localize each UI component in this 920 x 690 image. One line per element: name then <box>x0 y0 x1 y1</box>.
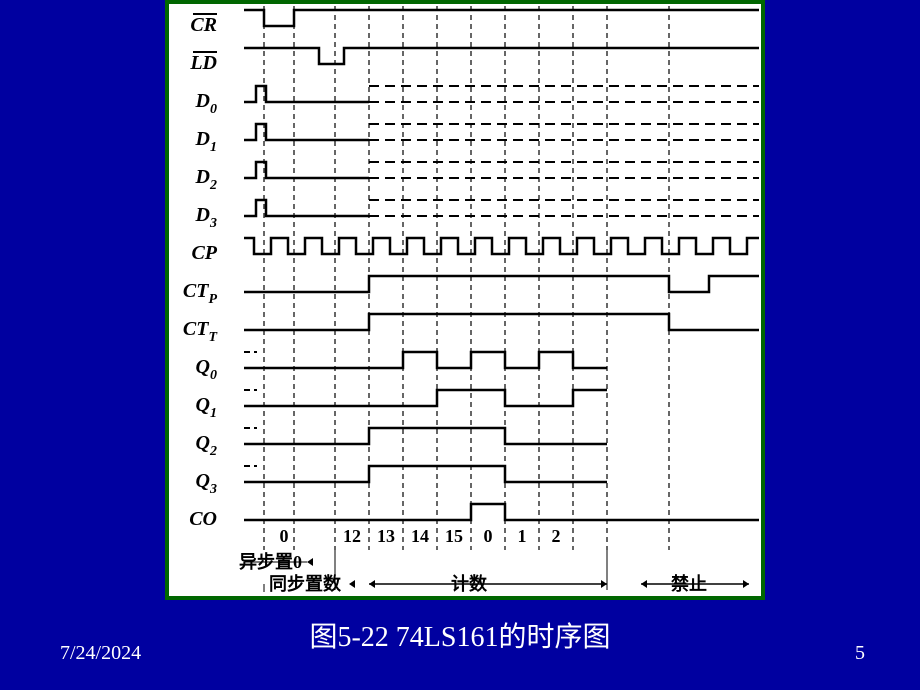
svg-text:D2: D2 <box>195 166 217 193</box>
svg-text:1: 1 <box>518 526 527 546</box>
svg-text:Q2: Q2 <box>196 432 217 459</box>
svg-text:0: 0 <box>280 526 289 546</box>
svg-text:Q3: Q3 <box>196 470 217 497</box>
svg-text:D3: D3 <box>195 204 217 231</box>
svg-text:15: 15 <box>445 526 463 546</box>
svg-text:D0: D0 <box>195 90 217 117</box>
svg-text:14: 14 <box>411 526 429 546</box>
footer-page: 5 <box>855 642 865 665</box>
timing-diagram-frame: CRLDD0D1D2D3CPCTPCTTQ0Q1Q2Q3CO0121314150… <box>165 0 765 600</box>
timing-diagram-svg: CRLDD0D1D2D3CPCTPCTTQ0Q1Q2Q3CO0121314150… <box>169 4 761 596</box>
svg-text:Q1: Q1 <box>196 394 217 421</box>
svg-text:CO: CO <box>189 508 217 530</box>
svg-text:Q0: Q0 <box>196 356 217 383</box>
svg-text:CP: CP <box>191 242 217 264</box>
svg-text:0: 0 <box>484 526 493 546</box>
svg-text:D1: D1 <box>195 128 217 155</box>
svg-text:CR: CR <box>190 14 217 36</box>
svg-text:同步置数: 同步置数 <box>269 573 342 594</box>
svg-text:2: 2 <box>552 526 561 546</box>
footer-date: 7/24/2024 <box>60 642 141 665</box>
svg-text:12: 12 <box>343 526 361 546</box>
svg-text:CTT: CTT <box>183 318 219 345</box>
svg-text:CTP: CTP <box>183 280 218 307</box>
svg-text:LD: LD <box>189 52 217 74</box>
svg-text:13: 13 <box>377 526 395 546</box>
